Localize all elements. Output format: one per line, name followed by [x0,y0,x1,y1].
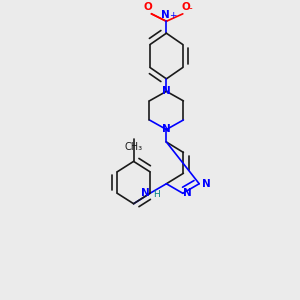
Text: N: N [162,124,170,134]
Text: N: N [183,188,192,198]
Text: N: N [161,11,170,20]
Text: CH₃: CH₃ [124,142,143,152]
Text: N: N [141,188,150,198]
Text: H: H [153,190,160,199]
Text: O: O [182,2,191,12]
Text: +: + [169,11,177,20]
Text: N: N [162,86,170,96]
Text: O: O [143,2,152,12]
Text: N: N [202,179,211,189]
Text: -: - [189,4,193,14]
